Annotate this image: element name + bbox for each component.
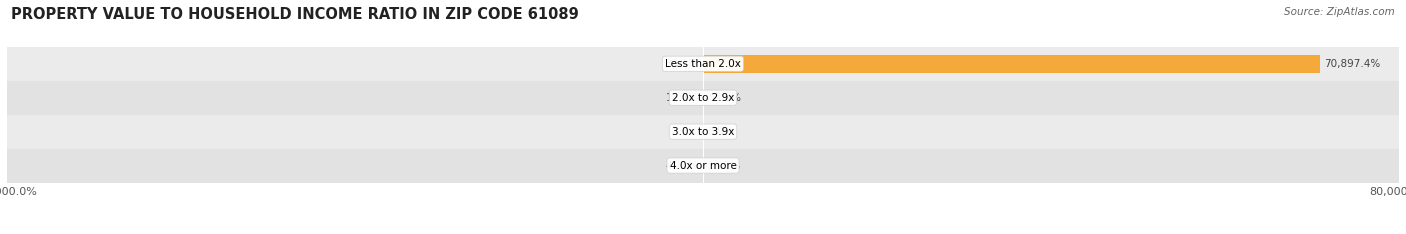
Text: 70,897.4%: 70,897.4% [1324, 59, 1381, 69]
Text: 4.0x or more: 4.0x or more [669, 161, 737, 171]
Bar [703, 55, 1320, 73]
Text: 8.9%: 8.9% [707, 127, 734, 137]
Text: Less than 2.0x: Less than 2.0x [665, 59, 741, 69]
Bar [7, 47, 1399, 81]
Text: Source: ZipAtlas.com: Source: ZipAtlas.com [1284, 7, 1395, 17]
Bar [7, 81, 1399, 115]
Text: 3.0x to 3.9x: 3.0x to 3.9x [672, 127, 734, 137]
Text: 54.0%: 54.0% [707, 93, 741, 103]
Text: 41.2%: 41.2% [665, 161, 699, 171]
Bar [7, 149, 1399, 183]
Text: 2.0x to 2.9x: 2.0x to 2.9x [672, 93, 734, 103]
Text: PROPERTY VALUE TO HOUSEHOLD INCOME RATIO IN ZIP CODE 61089: PROPERTY VALUE TO HOUSEHOLD INCOME RATIO… [11, 7, 579, 22]
Bar [7, 115, 1399, 149]
Legend: Without Mortgage, With Mortgage: Without Mortgage, With Mortgage [586, 232, 820, 234]
Text: 14.1%: 14.1% [665, 93, 699, 103]
Text: 8.2%: 8.2% [672, 127, 699, 137]
Text: 19.5%: 19.5% [707, 161, 741, 171]
Text: 36.5%: 36.5% [665, 59, 699, 69]
